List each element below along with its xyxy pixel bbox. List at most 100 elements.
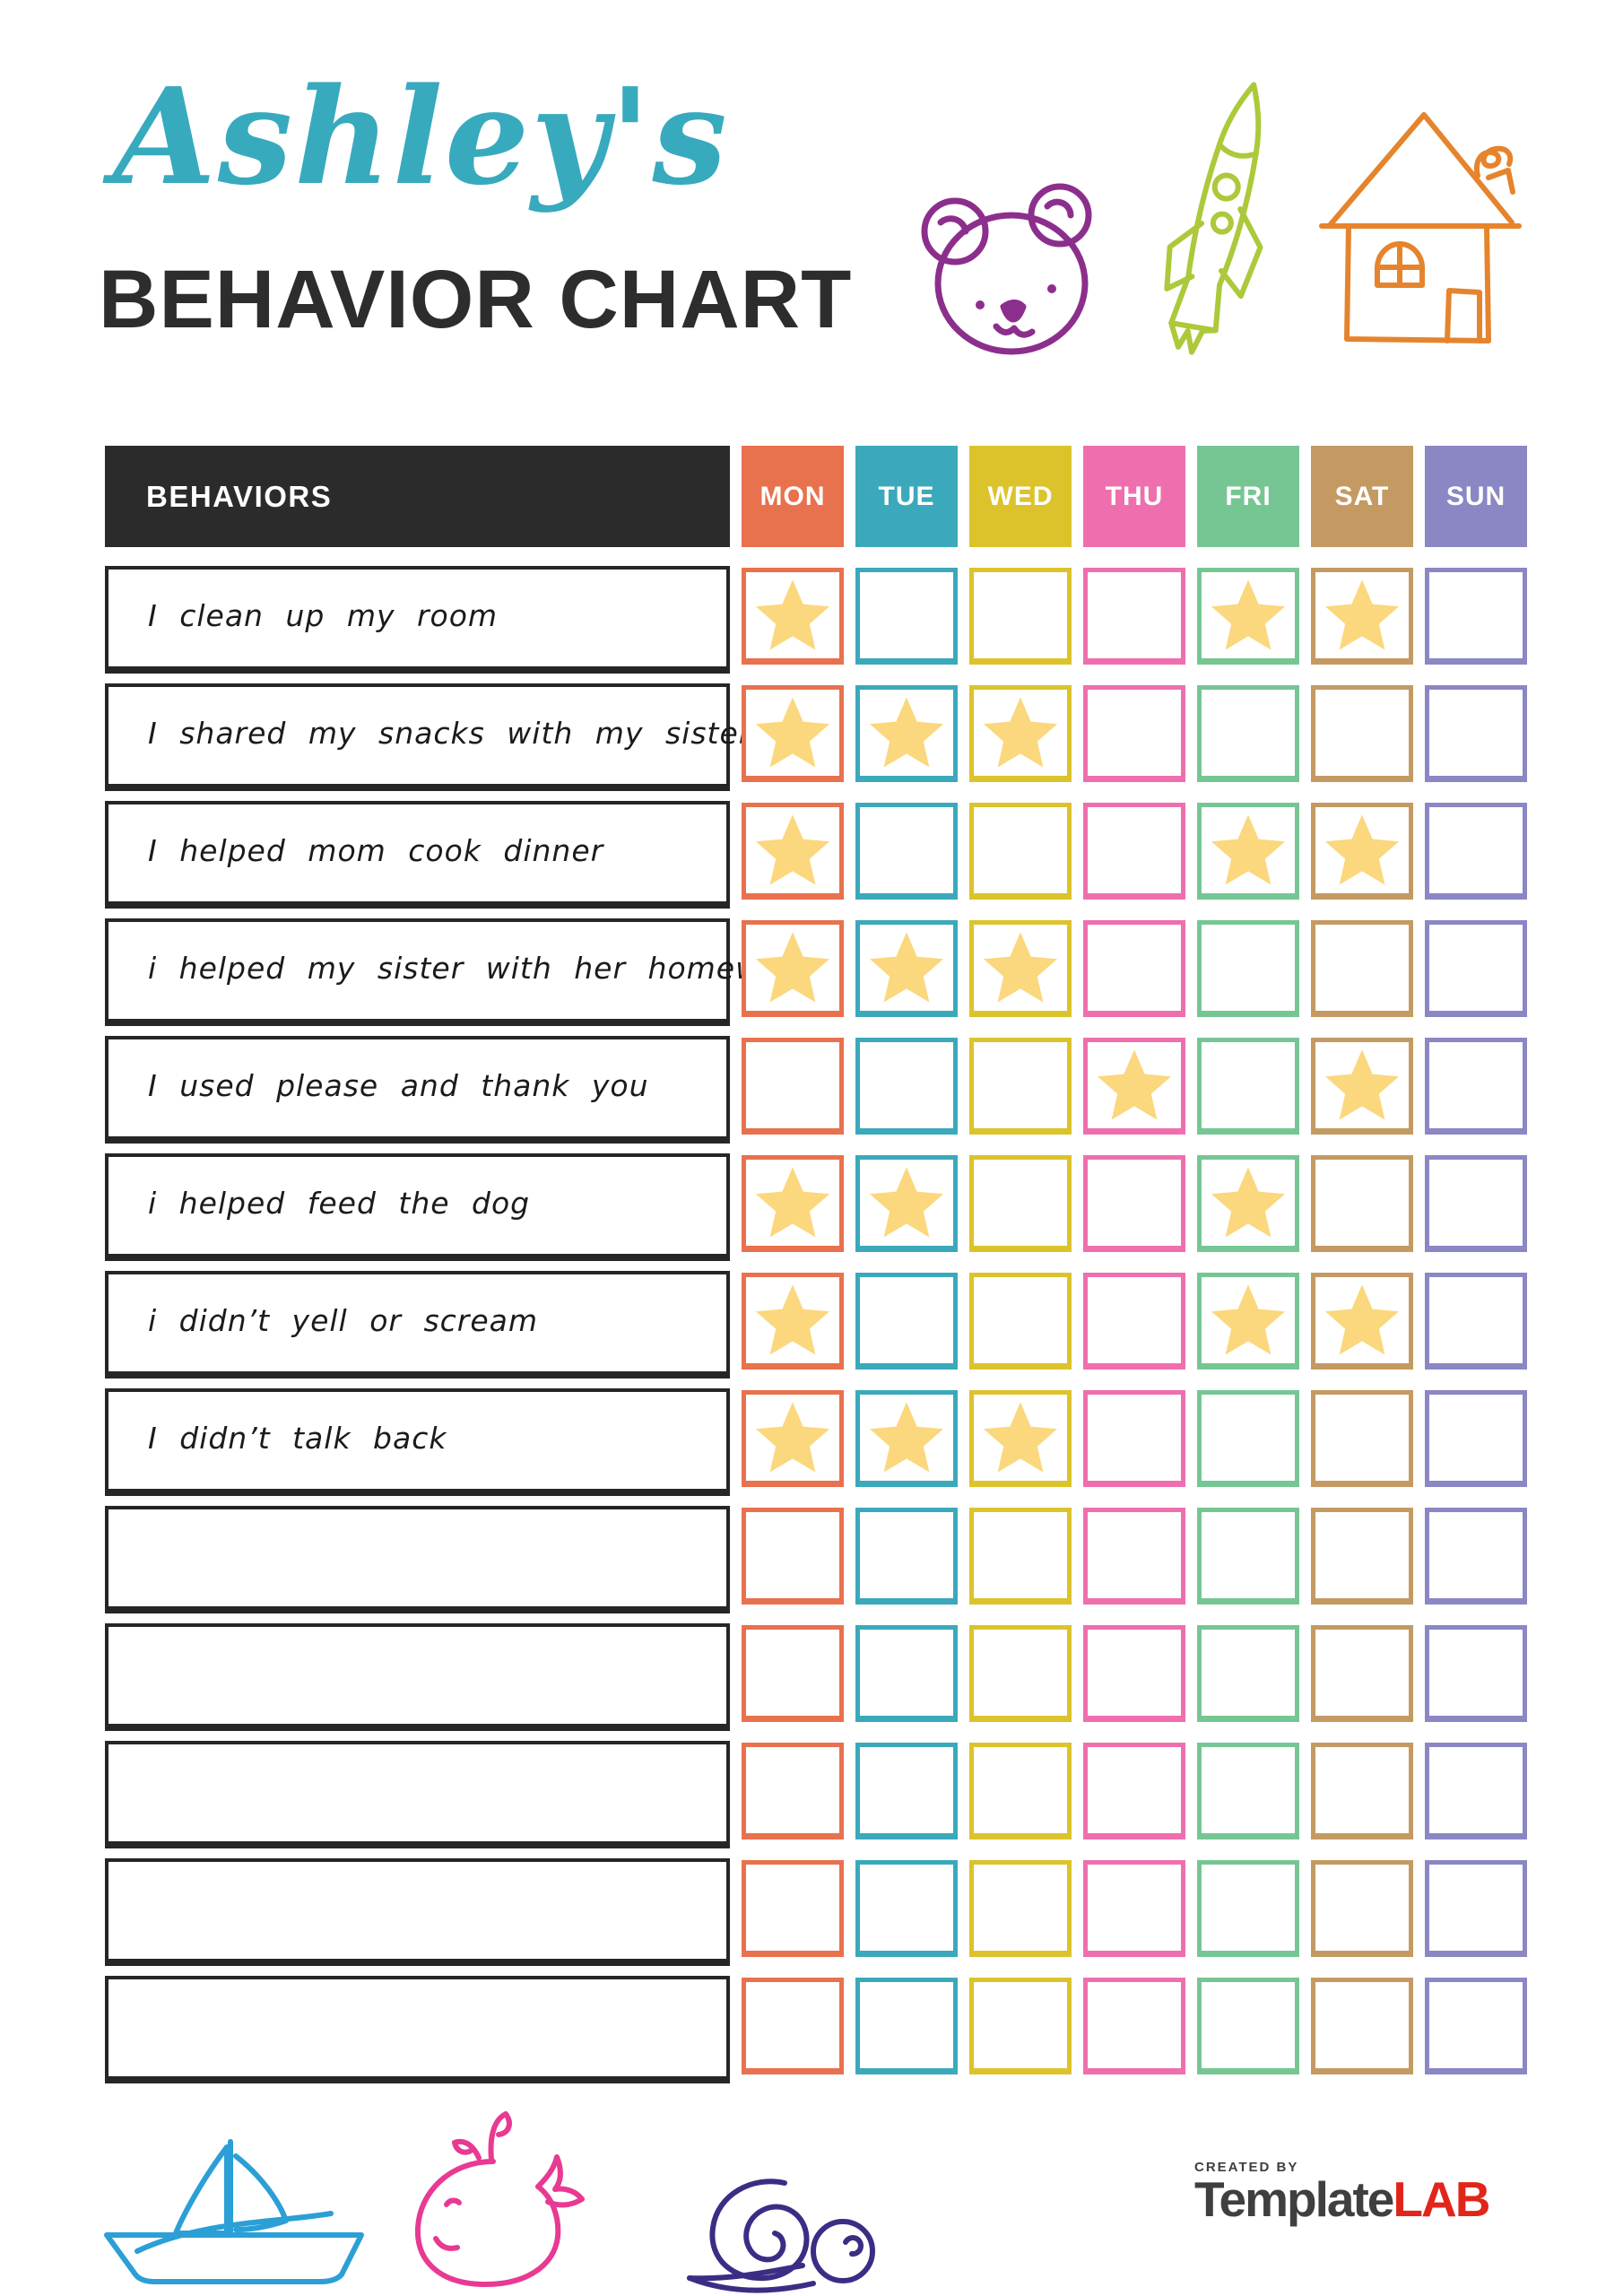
cell-row2-wed (969, 685, 1072, 782)
cell-row10-mon (742, 1625, 844, 1722)
star-icon (1097, 1049, 1172, 1120)
cell-row9-thu (1083, 1508, 1185, 1605)
star-icon (1211, 579, 1286, 650)
star-icon (755, 579, 830, 650)
cell-row7-tue (855, 1273, 958, 1370)
cell-row6-sun (1425, 1155, 1527, 1252)
cell-row13-thu (1083, 1978, 1185, 2074)
cell-row6-fri (1197, 1155, 1299, 1252)
cell-row9-fri (1197, 1508, 1299, 1605)
snail-doodle (687, 2179, 875, 2293)
cell-row5-wed (969, 1038, 1072, 1135)
cell-row3-thu (1083, 803, 1185, 900)
cell-row4-mon (742, 920, 844, 1017)
cell-row1-thu (1083, 568, 1185, 665)
cell-row4-thu (1083, 920, 1185, 1017)
cell-row2-fri (1197, 685, 1299, 782)
cell-row4-sun (1425, 920, 1527, 1017)
day-header-wed: WED (969, 446, 1072, 547)
cell-row8-tue (855, 1390, 958, 1487)
behavior-text: I used please and thank you (148, 1067, 649, 1103)
star-icon (1211, 1167, 1286, 1238)
star-icon (1324, 579, 1400, 650)
cell-row11-sun (1425, 1743, 1527, 1839)
cell-row1-mon (742, 568, 844, 665)
behaviors-column-header: BEHAVIORS (105, 446, 730, 547)
behaviors-header-label: BEHAVIORS (146, 479, 333, 513)
star-icon (755, 1167, 830, 1238)
cell-row9-tue (855, 1508, 958, 1605)
cell-row8-wed (969, 1390, 1072, 1487)
cell-row2-thu (1083, 685, 1185, 782)
cell-row7-mon (742, 1273, 844, 1370)
page-title: BEHAVIOR CHART (99, 254, 853, 345)
star-icon (869, 697, 944, 768)
cell-row7-wed (969, 1273, 1072, 1370)
cell-row12-tue (855, 1860, 958, 1957)
behavior-text: I clean up my room (148, 597, 499, 633)
behavior-label-row-2: I shared my snacks with my sister (105, 683, 751, 791)
cell-row11-sat (1311, 1743, 1413, 1839)
cell-row10-sat (1311, 1625, 1413, 1722)
behavior-label-row-12 (105, 1858, 730, 1966)
logo-brand-lab: LAB (1393, 2171, 1490, 2227)
cell-row3-mon (742, 803, 844, 900)
bear-doodle (921, 183, 1092, 355)
cell-row3-sat (1311, 803, 1413, 900)
star-icon (1324, 1049, 1400, 1120)
cell-row3-wed (969, 803, 1072, 900)
cell-row5-sun (1425, 1038, 1527, 1135)
behavior-label-row-13 (105, 1976, 730, 2083)
day-header-sun: SUN (1425, 446, 1527, 547)
cell-row10-fri (1197, 1625, 1299, 1722)
cell-row1-wed (969, 568, 1072, 665)
behavior-label-row-8: I didn’t talk back (105, 1388, 730, 1496)
cell-row10-wed (969, 1625, 1072, 1722)
behavior-text: I shared my snacks with my sister (148, 715, 752, 751)
cell-row13-fri (1197, 1978, 1299, 2074)
cell-row8-sat (1311, 1390, 1413, 1487)
cell-row12-wed (969, 1860, 1072, 1957)
behavior-label-row-5: I used please and thank you (105, 1036, 730, 1144)
logo-brand: TemplateLAB (1194, 2175, 1490, 2224)
star-icon (755, 932, 830, 1003)
cell-row1-sat (1311, 568, 1413, 665)
cell-row2-sun (1425, 685, 1527, 782)
cell-row4-sat (1311, 920, 1413, 1017)
star-icon (869, 1167, 944, 1238)
cell-row2-sat (1311, 685, 1413, 782)
cell-row8-fri (1197, 1390, 1299, 1487)
day-header-mon: MON (742, 446, 844, 547)
rocket-doodle (1164, 82, 1263, 355)
house-doodle (1319, 112, 1522, 344)
cell-row13-mon (742, 1978, 844, 2074)
star-icon (755, 1402, 830, 1473)
star-icon (755, 697, 830, 768)
cell-row11-thu (1083, 1743, 1185, 1839)
behavior-label-row-1: I clean up my room (105, 566, 730, 674)
cell-row13-sat (1311, 1978, 1413, 2074)
cell-row7-sat (1311, 1273, 1413, 1370)
cell-row5-mon (742, 1038, 844, 1135)
star-icon (1211, 814, 1286, 885)
whale-doodle (414, 2111, 585, 2288)
cell-row7-thu (1083, 1273, 1185, 1370)
cell-row3-tue (855, 803, 958, 900)
cell-row10-sun (1425, 1625, 1527, 1722)
star-icon (983, 932, 1058, 1003)
behavior-text: I helped mom cook dinner (148, 832, 604, 868)
cell-row6-tue (855, 1155, 958, 1252)
behavior-text: i helped feed the dog (148, 1185, 531, 1221)
cell-row11-tue (855, 1743, 958, 1839)
behavior-label-row-9 (105, 1506, 730, 1613)
cell-row5-thu (1083, 1038, 1185, 1135)
cell-row13-tue (855, 1978, 958, 2074)
star-icon (1211, 1284, 1286, 1355)
day-header-tue: TUE (855, 446, 958, 547)
star-icon (983, 1402, 1058, 1473)
cell-row1-sun (1425, 568, 1527, 665)
cell-row9-sun (1425, 1508, 1527, 1605)
day-header-fri: FRI (1197, 446, 1299, 547)
star-icon (983, 697, 1058, 768)
cell-row12-thu (1083, 1860, 1185, 1957)
